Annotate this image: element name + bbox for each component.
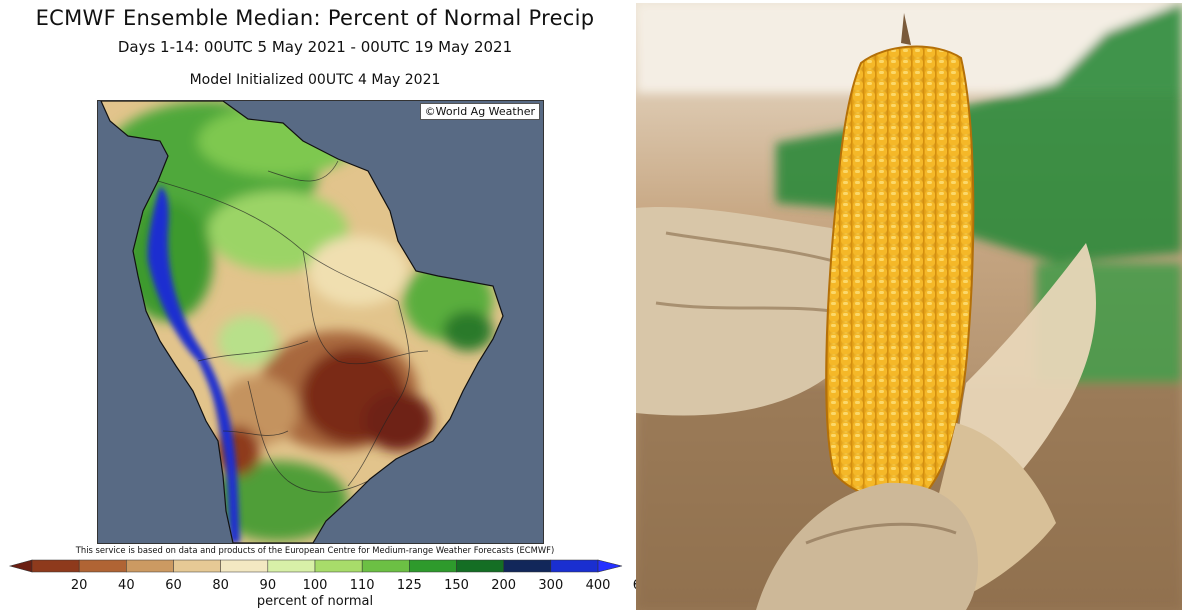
corn-photo [636,3,1182,610]
map-title: ECMWF Ensemble Median: Percent of Normal… [35,6,595,30]
coastline [100,101,504,543]
legend-tick-label: 125 [396,578,422,593]
legend-color-segment [456,559,504,573]
country-borders [157,160,429,493]
ecmwf-disclaimer: This service is based on data and produc… [75,545,555,555]
legend-tick-label: 60 [165,578,182,593]
legend-colorbar [8,559,623,573]
legend-color-segment [78,559,127,573]
legend-color-segment [314,559,363,573]
precip-map-panel: ECMWF Ensemble Median: Percent of Normal… [8,6,658,609]
legend-tick-label: 200 [491,578,517,593]
corn-ear-image [636,3,1182,610]
legend-color-segment [550,559,599,573]
legend-tick-label: 150 [444,578,469,593]
model-initialized: Model Initialized 00UTC 4 May 2021 [189,72,441,88]
legend-color-segment [361,559,410,573]
legend-color-segment [126,559,174,573]
gloved-hand-bottom [756,482,978,610]
legend-tick-label: 100 [302,578,328,593]
precip-map-svg [98,101,543,543]
legend-tick-label: 300 [538,578,564,593]
gloved-hand-left [636,207,867,416]
legend-color-segment [220,559,269,573]
legend-color-segment [409,559,457,573]
legend-color-segment [503,559,552,573]
legend-title: percent of normal [256,594,374,609]
map-period: Days 1-14: 00UTC 5 May 2021 - 00UTC 19 M… [117,38,513,56]
legend-color-segment [173,559,221,573]
legend-tick-label: 40 [118,578,135,593]
legend-tick-label: 80 [212,578,229,593]
legend-tick-label: 400 [585,578,611,593]
legend-tick-label: 110 [349,578,375,593]
legend-tick-label: 90 [259,578,277,593]
credit-label: ©World Ag Weather [419,103,540,120]
legend-tick-label: 20 [70,578,88,593]
legend-arrow-low [8,559,33,573]
legend-color-segment [267,559,316,573]
legend-color-segment [31,559,80,573]
south-america-map: ©World Ag Weather [97,100,544,544]
legend-arrow-high [597,559,623,573]
